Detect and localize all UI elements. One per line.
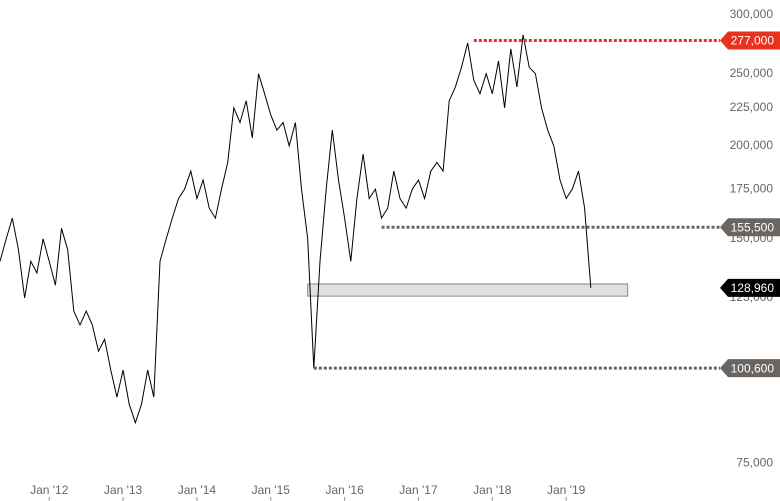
level-badge: [720, 359, 780, 378]
level-label: 100,600: [731, 361, 775, 375]
y-tick-label: 225,000: [730, 100, 774, 114]
x-tick-label: Jan '19: [547, 483, 586, 497]
x-tick-label: Jan '18: [473, 483, 512, 497]
y-tick-label: 175,000: [730, 181, 774, 195]
support-zone: [307, 283, 629, 297]
x-tick-label: Jan '14: [178, 483, 217, 497]
x-tick-label: Jan '12: [30, 483, 69, 497]
level-label: 277,000: [731, 34, 775, 48]
level-badge: [720, 278, 780, 297]
x-tick-label: Jan '16: [325, 483, 364, 497]
price-line: [0, 34, 592, 425]
level-badge: [720, 218, 780, 237]
level-label: 155,500: [731, 220, 775, 234]
x-tick-label: Jan '13: [104, 483, 143, 497]
y-tick-label: 250,000: [730, 66, 774, 80]
x-tick-label: Jan '17: [399, 483, 438, 497]
y-tick-label: 200,000: [730, 138, 774, 152]
y-tick-label: 75,000: [736, 455, 773, 469]
level-badge: [720, 31, 780, 50]
level-label: 128,960: [731, 281, 775, 295]
y-tick-label: 300,000: [730, 7, 774, 21]
x-tick-label: Jan '15: [252, 483, 291, 497]
